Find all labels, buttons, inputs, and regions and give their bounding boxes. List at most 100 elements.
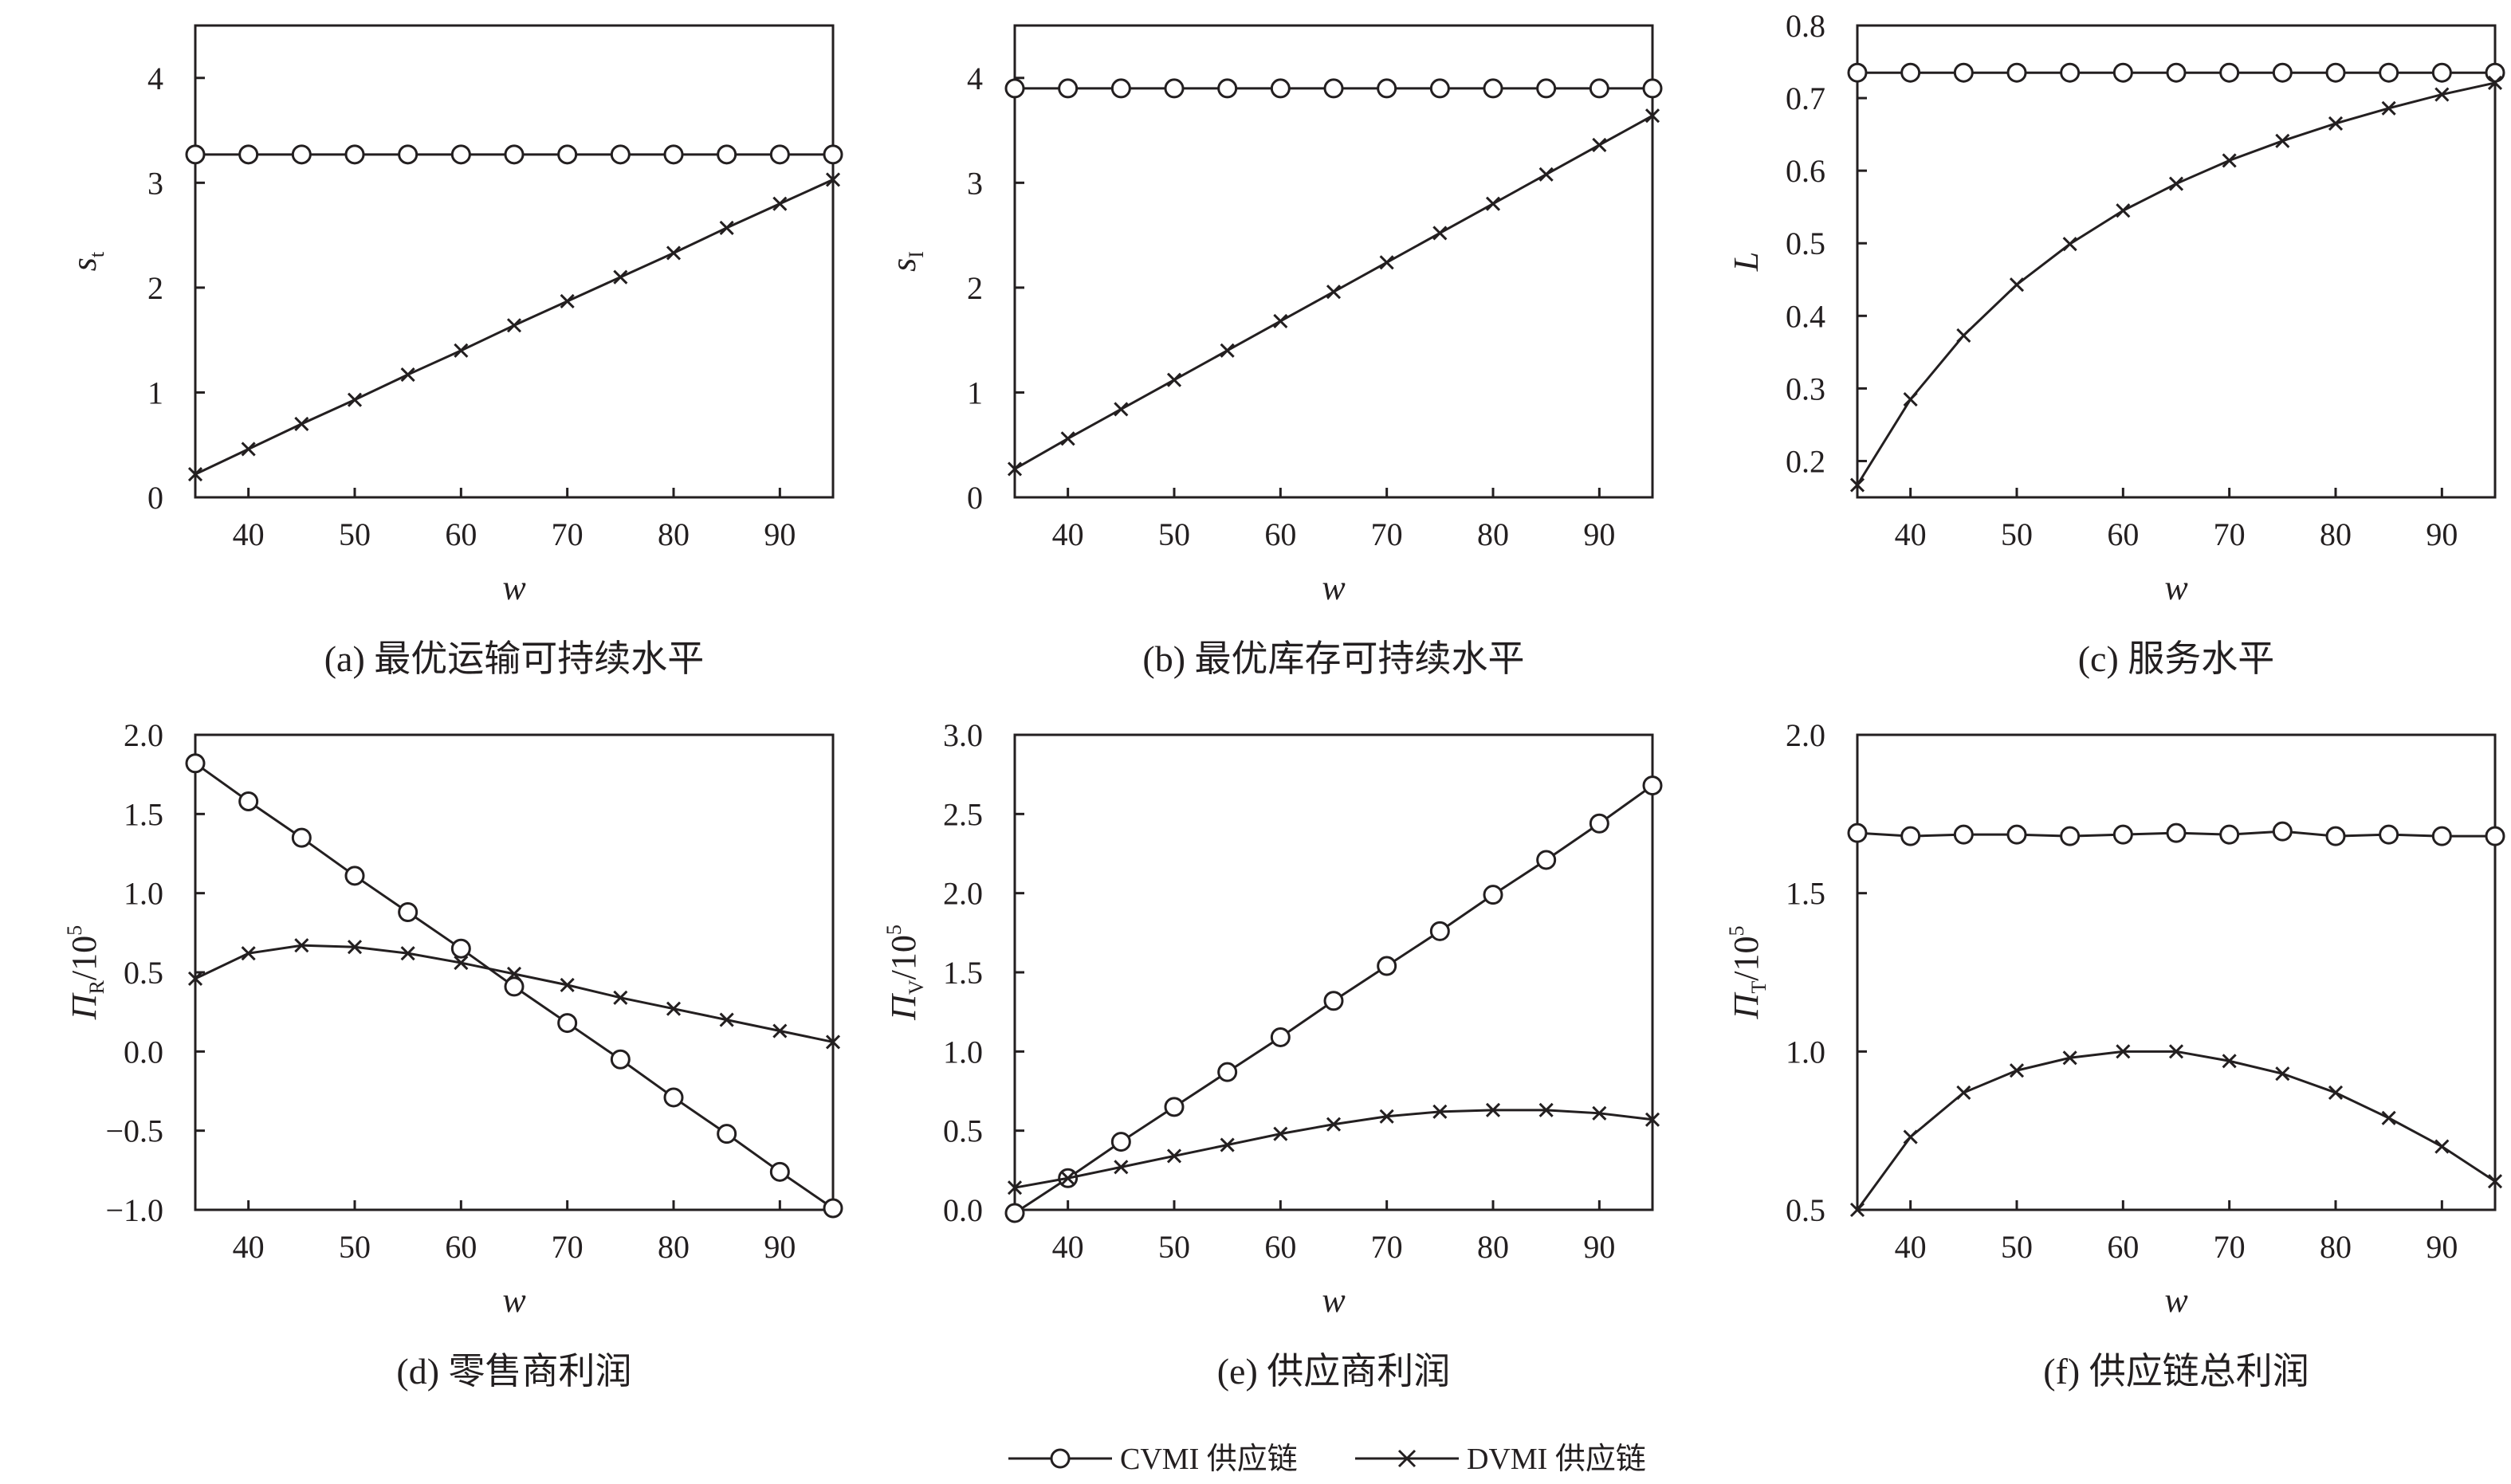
data-point-circle (1004, 1203, 1025, 1223)
data-point-circle (1900, 62, 1921, 83)
x-tick-label: 40 (233, 1229, 265, 1265)
data-point-x (1273, 313, 1288, 329)
y-tick-label: −0.5 (105, 1113, 163, 1149)
x-tick-label: 80 (2320, 516, 2352, 552)
x-tick-label: 50 (339, 1229, 371, 1265)
data-point-x (2434, 1139, 2450, 1154)
x-tick-label: 80 (1477, 1229, 1509, 1265)
data-point-x (2168, 176, 2184, 191)
data-point-circle (1164, 78, 1185, 99)
y-tick-label: 1.5 (124, 796, 163, 832)
y-axis-label: ΠR/105 (63, 925, 108, 1020)
data-point-x (1592, 137, 1607, 153)
series-cvmi (1847, 62, 2505, 83)
chart-panel-b: 40 50 60 70 80 90 0 1 2 3 4 w sI (b) 最优库存可持续水平 (884, 24, 1663, 679)
data-point-x (1166, 372, 1182, 387)
data-point-circle (1004, 78, 1025, 99)
data-point-x (1485, 1102, 1501, 1117)
y-tick-label: 0 (147, 480, 163, 516)
data-point-circle (663, 144, 684, 165)
x-tick-label: 50 (339, 516, 371, 552)
data-point-x (2381, 100, 2396, 116)
data-point-circle (823, 144, 843, 165)
x-tick-label: 90 (2426, 1229, 2458, 1265)
data-point-circle (1429, 78, 1450, 99)
data-point-x (1326, 1117, 1342, 1132)
data-point-circle (1536, 78, 1557, 99)
data-point-circle (1164, 1097, 1185, 1117)
data-point-x (506, 966, 522, 982)
data-point-x (2222, 1054, 2237, 1069)
data-point-x (1114, 1160, 1129, 1175)
data-point-circle (2219, 62, 2240, 83)
data-point-circle (1847, 822, 1868, 843)
plot-frame (194, 24, 835, 499)
data-point-x (613, 269, 628, 285)
data-point-circle (769, 1161, 790, 1182)
data-point-circle (610, 1049, 631, 1070)
x-tick-label: 80 (658, 1229, 690, 1265)
data-point-circle (344, 866, 365, 886)
data-point-x (1903, 1129, 1918, 1144)
data-point-x (1007, 1180, 1023, 1195)
data-point-circle (1217, 1062, 1238, 1082)
panel-caption: (e) 供应商利润 (1217, 1351, 1451, 1392)
x-axis-label: w (502, 568, 526, 607)
data-point-circle (2112, 62, 2133, 83)
y-tick-label: 1.5 (943, 955, 983, 991)
x-tick-label: 70 (552, 516, 584, 552)
x-tick-label: 40 (233, 516, 265, 552)
data-point-x (294, 416, 309, 431)
y-tick-label: 1.5 (1786, 876, 1825, 912)
series-cvmi (185, 753, 843, 1219)
data-point-circle (717, 1124, 737, 1144)
data-point-circle (185, 144, 206, 165)
data-point-x (1432, 226, 1448, 241)
data-point-circle (2272, 821, 2293, 842)
series-cvmi (1004, 78, 1663, 99)
data-point-x (666, 245, 682, 261)
data-point-x (1166, 1148, 1182, 1164)
series-cvmi (1004, 775, 1663, 1223)
data-point-x (1379, 255, 1394, 270)
data-point-x (1538, 1102, 1554, 1117)
data-point-x (294, 938, 309, 953)
y-tick-label: 1 (147, 375, 163, 410)
data-point-x (2328, 1085, 2344, 1101)
data-point-x (2275, 1066, 2290, 1082)
data-point-circle (291, 827, 312, 848)
data-point-x (187, 971, 203, 987)
x-tick-label: 70 (2214, 1229, 2246, 1265)
x-tick-label: 60 (1264, 516, 1296, 552)
data-point-circle (1847, 62, 1868, 83)
data-point-circle (1270, 1027, 1291, 1047)
data-point-circle (2166, 62, 2187, 83)
plot-frame (1013, 24, 1654, 499)
y-tick-label: 3.0 (943, 717, 983, 753)
data-point-x (2062, 1050, 2077, 1066)
data-point-x (2487, 1174, 2503, 1189)
data-point-circle (2379, 824, 2399, 845)
data-point-x (719, 1012, 734, 1027)
data-point-x (400, 367, 415, 383)
data-point-circle (1110, 78, 1131, 99)
data-point-x (1956, 328, 1971, 343)
y-tick-label: 4 (967, 61, 983, 96)
panel-caption: (c) 服务水平 (2078, 638, 2275, 679)
y-tick-label: 3 (967, 165, 983, 201)
data-point-x (1326, 285, 1342, 300)
data-point-x (2009, 277, 2025, 292)
data-point-circle (238, 791, 259, 811)
chart-panel-e: 40 50 60 70 80 90 0.0 0.5 1.0 1.5 2.0 2.5 3.0 w ΠV/105… (882, 717, 1663, 1392)
data-point-circle (504, 144, 525, 165)
y-tick-label: 0.5 (943, 1113, 983, 1149)
data-point-circle (1323, 991, 1344, 1011)
x-tick-label: 90 (764, 1229, 796, 1265)
x-tick-label: 40 (1052, 1229, 1084, 1265)
data-point-x (454, 343, 469, 358)
data-point-circle (2006, 62, 2027, 83)
data-point-x (2116, 203, 2131, 218)
data-point-x (666, 1001, 682, 1016)
x-tick-label: 70 (1371, 516, 1403, 552)
data-point-circle (1270, 78, 1291, 99)
